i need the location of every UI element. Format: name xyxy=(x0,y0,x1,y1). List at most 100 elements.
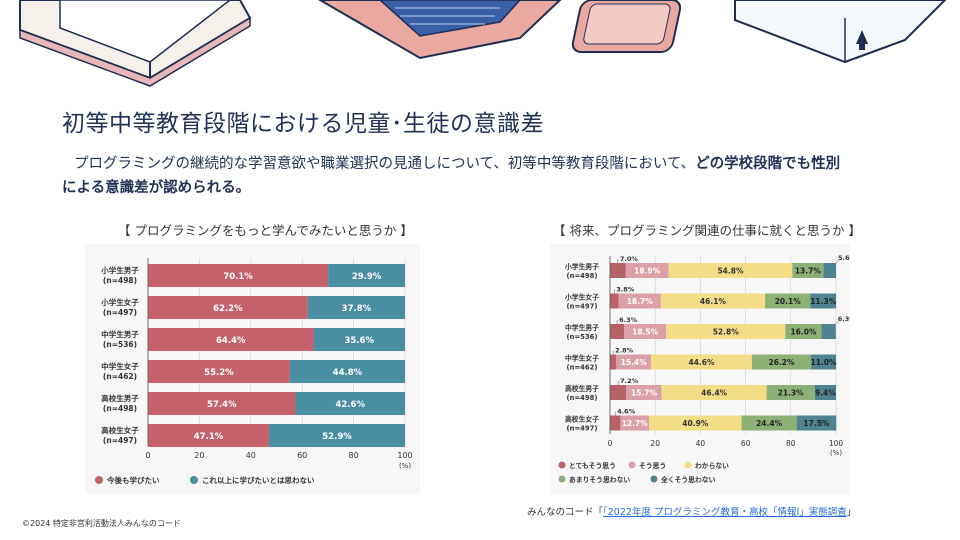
page-title: 初等中等教育段階における児童･生徒の意識差 xyxy=(62,111,544,137)
bar-segment xyxy=(624,324,667,339)
bar-value-label: 7.0% xyxy=(620,255,639,263)
x-axis-unit: (%) xyxy=(399,462,411,470)
bar-value-label: 40.9% xyxy=(682,419,709,428)
x-tick-label: 80 xyxy=(349,451,359,460)
category-n: (n=498) xyxy=(567,394,598,402)
box-illustration xyxy=(734,0,947,64)
x-tick-label: 100 xyxy=(829,439,844,448)
legend-label: これ以上に学びたいとは思わない xyxy=(202,475,315,485)
category-n: (n=462) xyxy=(567,364,598,372)
bar-value-label: 18.7% xyxy=(627,297,654,306)
legend-swatch xyxy=(628,461,636,469)
source-link[interactable]: 「2022年度 プログラミング教育・高校「情報Ⅰ」実態調査 xyxy=(603,507,847,518)
bar-segment xyxy=(668,263,793,278)
bar-segment xyxy=(148,360,290,383)
bar-segment xyxy=(610,415,621,431)
description-emphasis-2: による意識差が認められる。 xyxy=(62,180,251,196)
bar-segment xyxy=(661,385,767,400)
chart1-title: 【 プログラミングをもっと学んでみたいと思うか 】 xyxy=(118,223,413,238)
bar-value-label: 37.8% xyxy=(342,304,372,314)
category-label: 高校生男子 xyxy=(565,384,599,393)
x-tick-label: 0 xyxy=(145,451,150,460)
bar-value-label: 64.4% xyxy=(216,336,246,346)
category-n: (n=462) xyxy=(103,372,137,381)
callout-line xyxy=(835,319,840,325)
x-tick-label: 80 xyxy=(786,439,796,448)
bar-segment xyxy=(792,263,824,278)
bar-segment xyxy=(148,392,296,415)
bar-value-label: 6.3% xyxy=(619,316,638,324)
x-tick-label: 40 xyxy=(246,451,256,460)
legend-swatch xyxy=(684,461,692,469)
bar-segment xyxy=(148,424,270,447)
bar-value-label: 11.3% xyxy=(810,297,837,306)
x-tick-label: 100 xyxy=(397,451,412,460)
callout-line xyxy=(835,258,841,264)
category-n: (n=497) xyxy=(567,303,598,311)
bar-value-label: 44.6% xyxy=(689,358,716,367)
category-n: (n=497) xyxy=(567,425,598,433)
header-illustration xyxy=(19,0,947,87)
bar-segment xyxy=(821,324,836,339)
bar-segment xyxy=(610,324,625,339)
source-prefix: みんなのコード「 xyxy=(527,507,604,518)
bar-value-label: 44.8% xyxy=(333,368,363,378)
legend-swatch xyxy=(95,476,103,484)
bar-segment xyxy=(625,263,669,278)
bar-segment xyxy=(766,385,815,400)
bar-value-label: 11.0% xyxy=(811,358,838,367)
bar-segment xyxy=(616,354,652,370)
bar-segment xyxy=(307,296,405,319)
category-label: 中学生女子 xyxy=(565,354,599,363)
category-label: 高校生女子 xyxy=(565,415,599,424)
legend-swatch xyxy=(190,476,198,484)
bar-segment xyxy=(269,424,405,447)
bar-value-label: 2.8% xyxy=(615,347,634,355)
x-tick-label: 60 xyxy=(741,439,751,448)
x-axis-unit: (%) xyxy=(830,449,842,457)
category-label: 中学生男子 xyxy=(101,329,139,339)
bar-segment xyxy=(785,324,822,339)
bar-segment xyxy=(651,354,752,370)
category-label: 中学生男子 xyxy=(565,323,599,332)
source-suffix: 」 xyxy=(846,507,857,518)
bar-value-label: 7.2% xyxy=(620,377,639,385)
bar-segment xyxy=(751,354,812,370)
category-label: 高校生男子 xyxy=(101,393,139,403)
bar-segment xyxy=(649,415,742,431)
category-label: 高校生女子 xyxy=(101,425,139,435)
legend-label: 全くそう思わない xyxy=(660,475,716,484)
category-n: (n=497) xyxy=(103,308,137,317)
bar-segment xyxy=(148,296,308,319)
bar-value-label: 4.6% xyxy=(617,408,636,416)
bar-segment xyxy=(741,415,797,431)
bar-value-label: 15.7% xyxy=(631,389,658,398)
smartphone-illustration xyxy=(571,0,682,53)
bar-segment xyxy=(666,324,786,339)
bar-segment xyxy=(765,293,811,309)
bar-value-label: 13.7% xyxy=(795,267,822,276)
category-n: (n=536) xyxy=(567,333,598,341)
category-n: (n=497) xyxy=(103,436,137,445)
category-n: (n=536) xyxy=(103,340,137,349)
career-outlook-chart: 0 20 40 60 80 100(%)小学生男子(n=498)7.0%18.9% 54.8… xyxy=(550,244,850,494)
bar-value-label: 62.2% xyxy=(213,304,243,314)
bar-value-label: 26.2% xyxy=(769,358,796,367)
bar-value-label: 70.1% xyxy=(223,272,253,282)
category-n: (n=498) xyxy=(103,276,137,285)
legend-label: そう思う xyxy=(639,461,666,470)
bar-value-label: 6.3% xyxy=(838,315,850,323)
bar-segment xyxy=(620,415,650,431)
bar-value-label: 47.1% xyxy=(194,432,224,442)
x-tick-label: 0 xyxy=(608,439,613,448)
legend-label: とてもそう思う xyxy=(569,461,616,470)
category-label: 小学生女子 xyxy=(101,297,139,307)
bar-value-label: 20.1% xyxy=(775,297,802,306)
bar-segment xyxy=(148,264,329,287)
description: プログラミングの継続的な学習意欲や職業選択の見通しについて、初等中等教育段階にお… xyxy=(62,152,912,200)
bar-value-label: 52.9% xyxy=(322,432,352,442)
bar-segment xyxy=(810,293,836,309)
bar-value-label: 12.7% xyxy=(622,419,649,428)
learning-desire-chart: 0 20 40 60 80 100(%)小学生男子(n=498) 70.1% 29.9%小学生… xyxy=(85,244,420,494)
bar-segment xyxy=(610,263,626,278)
